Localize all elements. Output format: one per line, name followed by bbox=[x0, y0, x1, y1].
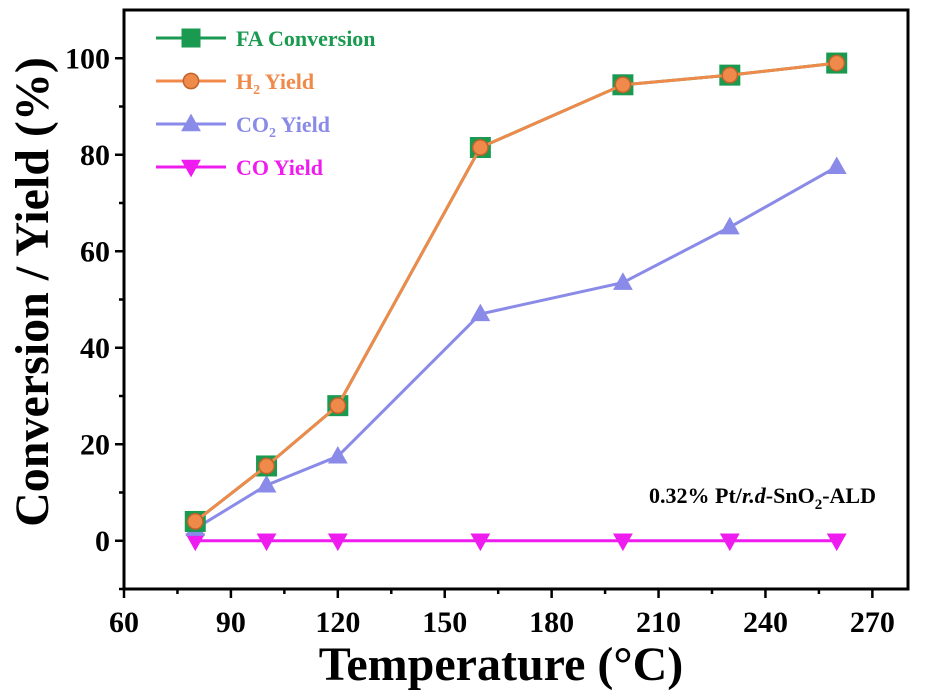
data-point bbox=[258, 457, 275, 475]
annotation-tail: -ALD bbox=[822, 483, 876, 508]
data-point bbox=[256, 533, 277, 552]
data-point bbox=[470, 533, 491, 552]
annotation-mid: -SnO bbox=[766, 483, 815, 508]
data-point bbox=[721, 66, 739, 84]
data-point bbox=[719, 533, 740, 552]
data-point bbox=[828, 54, 846, 72]
legend-label: CO2 Yield bbox=[236, 112, 330, 141]
legend-label-tail: Yield bbox=[260, 69, 314, 94]
data-point bbox=[826, 156, 847, 175]
x-tick-label: 150 bbox=[422, 606, 467, 639]
data-point bbox=[470, 303, 491, 322]
legend-entry: CO Yield bbox=[156, 155, 323, 180]
x-tick-label: 180 bbox=[529, 606, 574, 639]
x-tick-label: 240 bbox=[743, 606, 788, 639]
series-line bbox=[194, 165, 838, 530]
x-tick-label: 270 bbox=[850, 606, 895, 639]
legend-entry: H2 Yield bbox=[156, 69, 314, 98]
legend-marker bbox=[181, 113, 201, 132]
y-axis-title: Conversion / Yield (%) bbox=[6, 57, 59, 527]
x-tick-label: 90 bbox=[216, 606, 246, 639]
legend-label-main: CO Yield bbox=[236, 155, 323, 180]
legend-label: FA Conversion bbox=[236, 26, 376, 51]
x-tick-label: 210 bbox=[636, 606, 681, 639]
data-point bbox=[329, 397, 347, 415]
legend-entry: CO2 Yield bbox=[156, 112, 330, 141]
legend-label-main: H bbox=[236, 69, 253, 94]
y-tick-label: 80 bbox=[80, 139, 110, 172]
y-tick-label: 40 bbox=[80, 332, 110, 365]
data-point bbox=[256, 474, 277, 493]
data-point bbox=[613, 533, 633, 552]
series-h2-yield bbox=[186, 54, 846, 530]
legend-marker bbox=[181, 28, 201, 48]
annotation-sub: 2 bbox=[815, 497, 823, 513]
series-co2-yield bbox=[185, 156, 847, 536]
series-layer bbox=[184, 52, 848, 552]
data-point bbox=[826, 533, 847, 552]
data-point bbox=[185, 533, 206, 552]
x-tick-label: 120 bbox=[315, 606, 360, 639]
catalyst-annotation: 0.32% Pt/r.d-SnO2-ALD bbox=[649, 483, 876, 513]
legend-label: CO Yield bbox=[236, 155, 323, 180]
data-point bbox=[719, 216, 740, 235]
y-tick-label: 100 bbox=[65, 42, 110, 75]
legend-label: H2 Yield bbox=[236, 69, 314, 98]
y-axis-ticks: 0 20 40 60 80 100 bbox=[65, 42, 124, 591]
legend-label-main: CO bbox=[236, 112, 269, 137]
legend-label-tail: Yield bbox=[276, 112, 330, 137]
legend-marker bbox=[181, 159, 201, 178]
data-point bbox=[327, 445, 348, 464]
data-point bbox=[614, 76, 632, 94]
data-point bbox=[186, 513, 204, 530]
legend-label-sub: 2 bbox=[253, 83, 260, 98]
annotation-italic: r.d bbox=[742, 483, 767, 508]
y-tick-label: 60 bbox=[80, 235, 110, 268]
legend-label-sub: 2 bbox=[269, 126, 276, 141]
x-axis-ticks: 60 90 120 150 180 210 240 270 bbox=[109, 589, 895, 639]
legend-label-main: FA Conversion bbox=[236, 26, 376, 51]
y-tick-label: 0 bbox=[95, 525, 110, 558]
data-point bbox=[327, 533, 348, 552]
legend-entry: FA Conversion bbox=[156, 26, 376, 51]
x-axis-title: Temperature (°C) bbox=[319, 638, 683, 691]
annotation-main: 0.32% Pt/ bbox=[649, 483, 743, 508]
y-tick-label: 20 bbox=[80, 428, 110, 461]
data-point bbox=[471, 139, 489, 156]
series-co-yield bbox=[185, 533, 847, 552]
legend-marker bbox=[182, 72, 200, 90]
x-tick-label: 60 bbox=[109, 606, 139, 639]
data-point bbox=[613, 272, 633, 290]
